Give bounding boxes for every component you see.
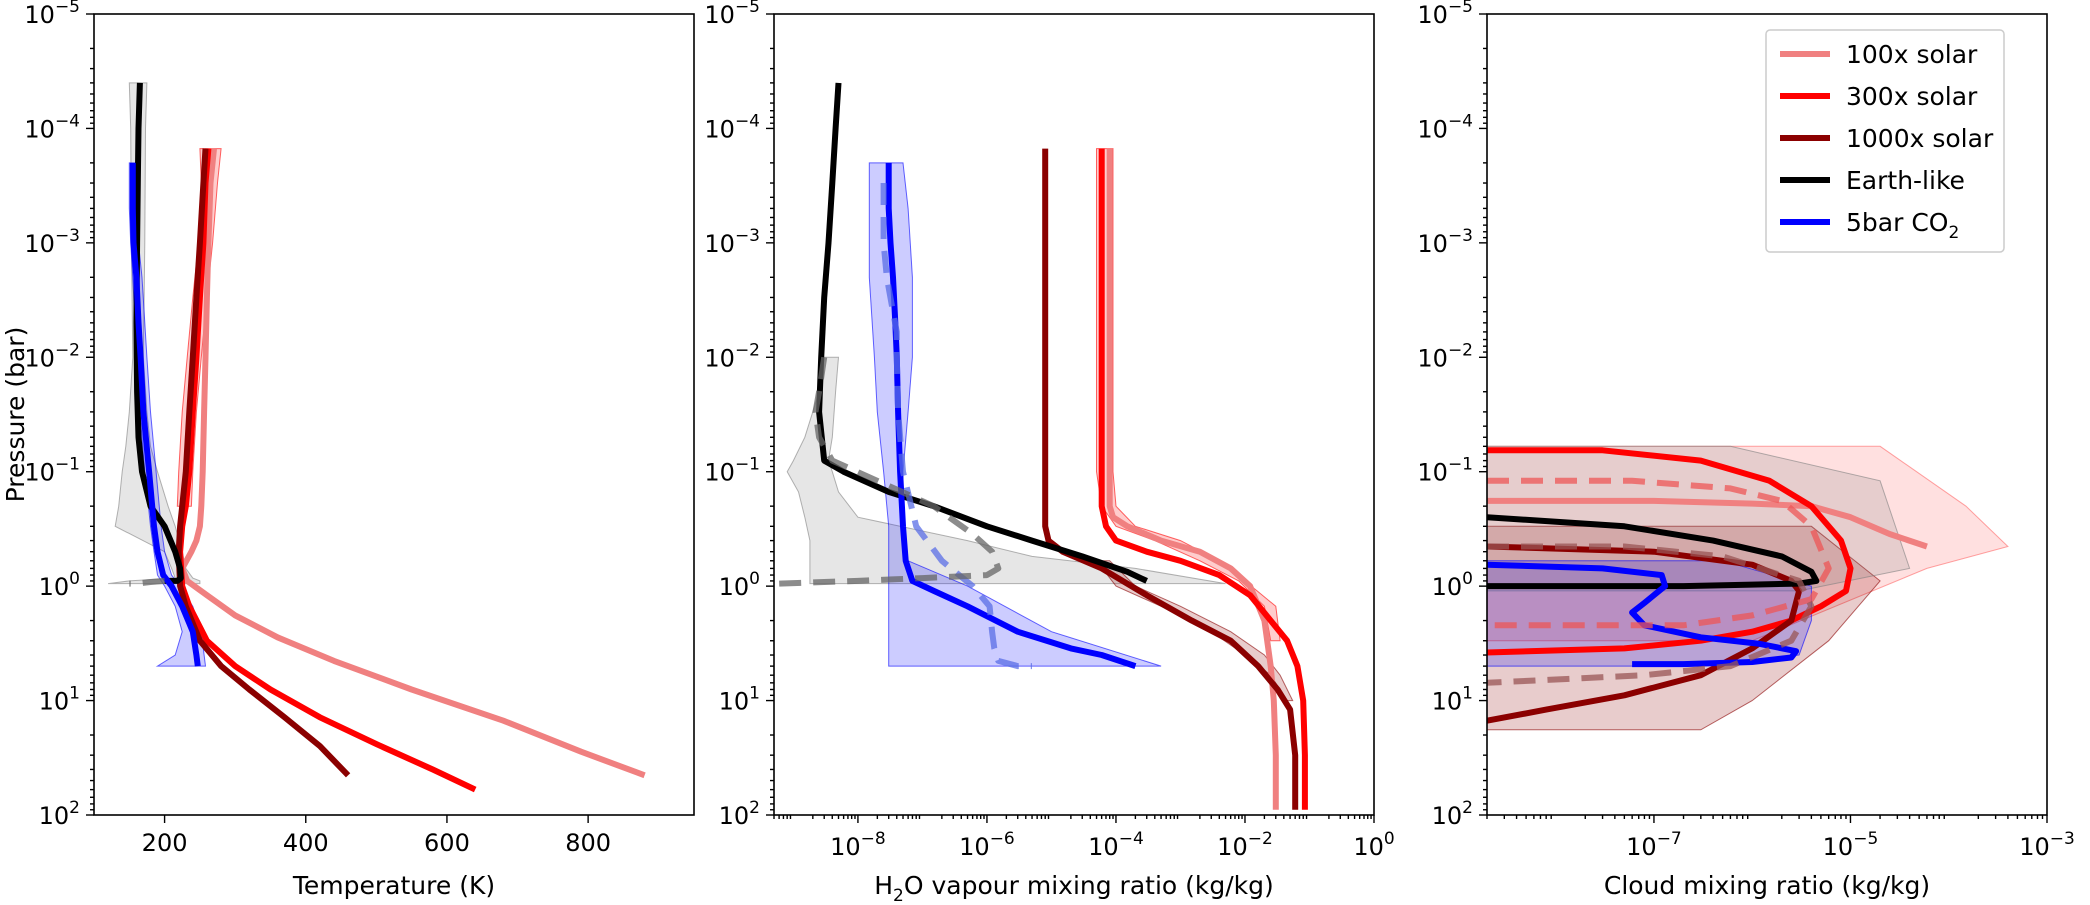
- y-tick-label: 10−2: [704, 340, 760, 372]
- y-tick-label: 101: [719, 684, 760, 716]
- series-line: [816, 82, 1148, 584]
- y-tick-label: 10−4: [704, 111, 760, 143]
- x-tick-label: 10−8: [830, 829, 886, 861]
- y-tick-label: 10−3: [1417, 226, 1473, 258]
- series-line: [175, 148, 351, 778]
- legend-label: 5bar CO2: [1846, 208, 1959, 243]
- y-tick-label: 10−5: [1417, 0, 1473, 29]
- plot-area: [778, 82, 1308, 810]
- axes-frame: [773, 13, 1375, 816]
- y-tick-label: 10−4: [1417, 111, 1473, 143]
- y-tick-label: 10−4: [24, 111, 80, 143]
- y-tick-label: 10−1: [1417, 455, 1473, 487]
- y-tick-label: 101: [1432, 684, 1473, 716]
- uncertainty-band: [108, 82, 201, 585]
- x-tick-label: 600: [424, 829, 470, 857]
- series-line: [1487, 543, 1803, 724]
- y-tick-label: 10−3: [704, 226, 760, 258]
- legend-label: 1000x solar: [1846, 124, 1994, 153]
- y-tick-label: 100: [719, 569, 760, 601]
- axes-frame: [1486, 13, 2048, 816]
- y-tick-label: 10−5: [24, 0, 80, 29]
- x-tick-label: 400: [283, 829, 329, 857]
- x-tick-label: 200: [142, 829, 188, 857]
- panel-2: 10−5 10−4 10−3 10−2 10−1 100 101 102 10−8 10−6 10−…: [704, 0, 1394, 905]
- series-line: [1487, 477, 1832, 629]
- series-line: [129, 162, 201, 667]
- legend-label: 100x solar: [1846, 40, 1978, 69]
- series-line: [778, 356, 1002, 587]
- series-line: [885, 162, 1137, 669]
- y-tick-label: 102: [719, 798, 760, 830]
- series-line: [1042, 148, 1299, 810]
- series-line: [129, 577, 165, 587]
- y-tick-label: 10−3: [24, 226, 80, 258]
- legend-box: [1765, 29, 2005, 253]
- series-line: [880, 183, 1032, 670]
- x-axis-label: Cloud mixing ratio (kg/kg): [1604, 871, 1930, 900]
- legend-label: 300x solar: [1846, 82, 1978, 111]
- y-tick-label: 100: [1432, 569, 1473, 601]
- x-tick-label: 10−6: [959, 829, 1015, 861]
- series-line: [1487, 561, 1800, 668]
- y-tick-label: 10−1: [24, 455, 80, 487]
- series-line: [133, 82, 184, 584]
- series-line: [1106, 148, 1279, 810]
- legend-label: Earth-like: [1846, 166, 1965, 195]
- panel-3: 10−5 10−4 10−3 10−2 10−1 100 101 102 10−7 10−5 10−…: [1417, 0, 2074, 900]
- x-tick-label: 10−2: [1217, 829, 1273, 861]
- series-line: [179, 148, 646, 779]
- x-tick-label: 800: [565, 829, 611, 857]
- legend: 100x solar 300x solar 1000x solar Earth-lik…: [1765, 29, 2005, 253]
- y-tick-label: 10−5: [704, 0, 760, 29]
- x-tick-label: 10−3: [2019, 829, 2075, 861]
- x-axis-label: Temperature (K): [292, 871, 495, 900]
- plot-area: [1487, 445, 2009, 731]
- series-line: [1098, 148, 1308, 810]
- y-tick-label: 101: [39, 684, 80, 716]
- uncertainty-band: [786, 356, 1226, 585]
- axes-frame: [93, 13, 695, 816]
- series-line: [1487, 543, 1815, 686]
- y-axis-label: Pressure (bar): [1, 327, 30, 503]
- y-tick-label: 100: [39, 569, 80, 601]
- series-line: [1487, 514, 1820, 590]
- y-tick-label: 102: [1432, 798, 1473, 830]
- x-tick-label: 10−5: [1823, 829, 1879, 861]
- y-tick-label: 10−1: [704, 455, 760, 487]
- x-tick-label: 100: [1353, 829, 1394, 861]
- x-tick-label: 10−7: [1626, 829, 1682, 861]
- plot-area: [108, 82, 646, 793]
- x-axis-label: H2O vapour mixing ratio (kg/kg): [874, 871, 1274, 905]
- uncertainty-band: [868, 162, 1162, 667]
- panel-1: 10−5 10−4 10−3 10−2 10−1 100 101 102 200 400 600 80…: [1, 0, 695, 900]
- x-tick-label: 10−4: [1088, 829, 1144, 861]
- y-tick-label: 102: [39, 798, 80, 830]
- y-tick-label: 10−2: [24, 340, 80, 372]
- y-tick-label: 10−2: [1417, 340, 1473, 372]
